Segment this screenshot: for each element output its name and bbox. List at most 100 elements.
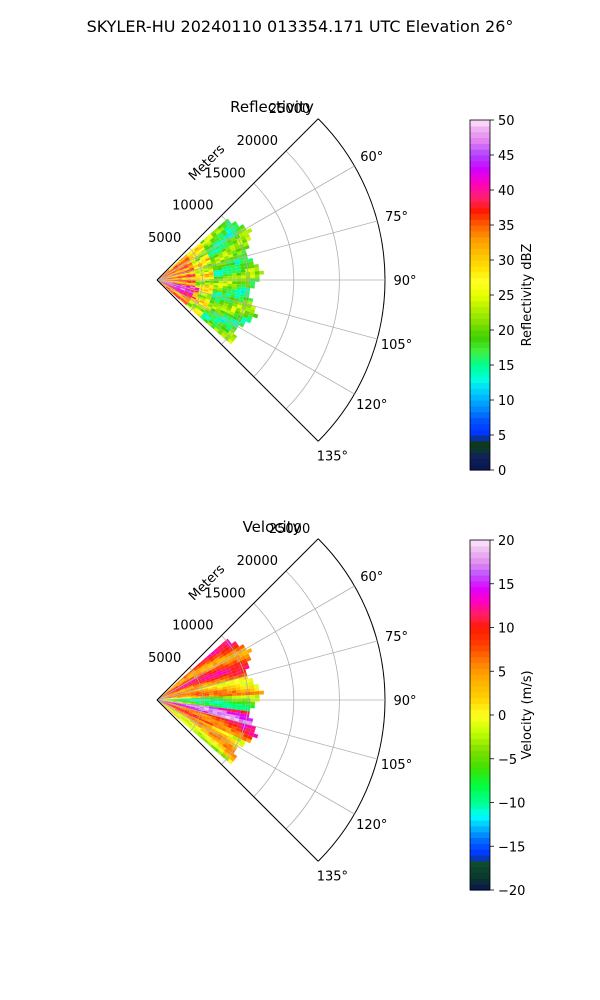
colorbar-segment (470, 382, 490, 389)
field-cell (203, 710, 209, 714)
field-cell (190, 702, 196, 705)
colorbar-segment (470, 802, 490, 809)
field-cell (180, 297, 186, 301)
field-cell (213, 272, 219, 276)
field-cell (200, 248, 206, 253)
colorbar-segment (470, 779, 490, 786)
field-cell (188, 686, 194, 689)
field-cell (183, 292, 188, 296)
field-cell (174, 686, 179, 690)
field-cell (195, 273, 200, 276)
field-cell (188, 266, 194, 269)
field-cell (236, 269, 242, 274)
field-cell (206, 681, 212, 685)
field-cell (222, 708, 228, 712)
colorbar-segment (470, 143, 490, 150)
field-cell (213, 654, 219, 660)
field-cell (162, 693, 167, 697)
field-cell (208, 687, 213, 690)
field-cell (194, 687, 199, 690)
field-cell (194, 728, 199, 734)
colorbar-segment (470, 633, 490, 640)
field-cell (204, 666, 210, 671)
field-cell (206, 670, 212, 675)
field-cell (167, 274, 173, 277)
field-cell (241, 281, 246, 285)
field-cell (167, 284, 172, 287)
field-cell (198, 721, 204, 726)
field-cell (162, 273, 167, 277)
field-cell (192, 293, 198, 297)
field-cell (194, 290, 199, 293)
field-cell (207, 291, 213, 295)
field-cell (254, 274, 260, 279)
field-cell (166, 270, 171, 274)
field-cell (211, 682, 217, 686)
field-cell (175, 689, 181, 692)
field-cell (201, 679, 206, 683)
field-cell (213, 704, 219, 708)
field-cell (236, 671, 243, 676)
field-cell (230, 682, 236, 686)
field-cell (163, 700, 169, 701)
field-cell (208, 253, 214, 258)
field-cell (190, 285, 196, 288)
field-cell (186, 671, 191, 676)
field-cell (179, 677, 184, 682)
field-cell (188, 712, 194, 716)
field-cell (178, 291, 184, 295)
field-cell (244, 233, 250, 239)
field-cell (226, 268, 232, 272)
field-cell (190, 717, 196, 722)
field-cell (230, 656, 237, 662)
field-cell (211, 262, 217, 266)
field-cell (159, 700, 164, 703)
colorbar-segment (470, 674, 490, 681)
colorbar-segment (470, 610, 490, 617)
field-cell (224, 243, 230, 249)
field-cell (209, 273, 214, 276)
field-cell (239, 679, 245, 684)
field-cell (239, 683, 245, 687)
reflectivity-grid (156, 118, 386, 442)
field-cell (213, 286, 219, 290)
field-cell (172, 275, 178, 277)
field-cell (172, 702, 178, 704)
field-cell (195, 283, 201, 286)
field-cell (239, 259, 245, 264)
field-cell (233, 732, 239, 738)
field-cell (189, 256, 195, 261)
colorbar-segment (470, 837, 490, 844)
field-cell (206, 735, 212, 740)
field-cell (197, 731, 203, 736)
field-cell (203, 244, 209, 249)
field-cell (179, 718, 184, 723)
field-cell (250, 704, 255, 709)
field-cell (231, 690, 237, 694)
field-cell (217, 287, 223, 291)
range-tick-label: 25000 (269, 102, 310, 117)
field-cell (234, 261, 240, 265)
field-cell (172, 703, 178, 705)
field-cell (222, 305, 228, 310)
field-cell (242, 230, 249, 236)
colorbar-segment (470, 557, 490, 564)
field-cell (231, 289, 237, 293)
field-cell (174, 710, 179, 714)
field-cell (199, 676, 205, 680)
colorbar-segment (470, 825, 490, 833)
field-cell (205, 718, 211, 723)
field-cell (181, 680, 186, 684)
field-cell (208, 302, 214, 307)
field-cell (234, 715, 240, 719)
sector-edge (156, 699, 319, 862)
field-cell (213, 227, 220, 233)
field-cell (190, 297, 196, 302)
field-cell (225, 729, 231, 734)
colorbar-segment (470, 785, 490, 792)
field-cell (203, 290, 209, 294)
field-cell (186, 704, 191, 707)
field-cell (217, 687, 223, 691)
field-cell (207, 685, 213, 689)
colorbar-segment (470, 551, 490, 559)
